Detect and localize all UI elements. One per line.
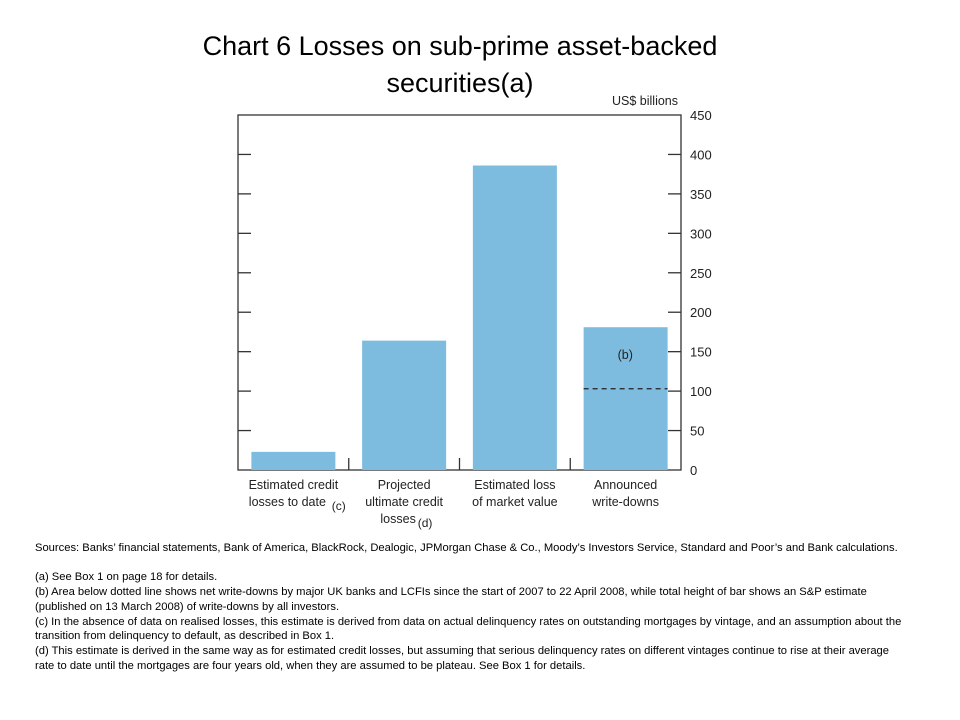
y-tick-label: 150 xyxy=(690,345,712,360)
footnote-b: (b) Area below dotted line shows net wri… xyxy=(35,586,867,613)
x-category-label: Estimated loss xyxy=(474,478,555,492)
x-category-label: losses xyxy=(380,512,415,526)
y-tick-label: 100 xyxy=(690,384,712,399)
bar-chart: 0 50 100 150 200 250 300 350 400 450 US$ billions E… xyxy=(237,94,712,530)
y-tick-label: 400 xyxy=(690,147,712,162)
x-category-note: (d) xyxy=(418,516,433,530)
x-category-note: (c) xyxy=(332,499,346,513)
bar xyxy=(583,327,668,470)
x-category-label: of market value xyxy=(472,495,558,509)
y-tick-label: 450 xyxy=(690,108,712,123)
chart-title-line-1: Chart 6 Losses on sub-prime asset-backed xyxy=(202,31,718,61)
y-tick-label: 50 xyxy=(690,424,704,439)
bar xyxy=(472,165,557,470)
footnote-c: (c) In the absence of data on realised l… xyxy=(35,615,902,643)
chart-notes: Sources: Banks’ financial statements, Ba… xyxy=(35,541,910,673)
footnote-d: (d) This estimate is derived in the same… xyxy=(35,644,890,672)
sources-note: Sources: Banks’ financial statements, Ba… xyxy=(35,542,898,554)
bar xyxy=(362,340,447,470)
x-category-label: write-downs xyxy=(591,495,659,509)
chart-title-line-2: securities(a) xyxy=(386,68,534,98)
bar-annotation: (b) xyxy=(618,348,633,362)
x-category-label: losses to date xyxy=(249,495,326,509)
footnote-a: (a) See Box 1 on page 18 for details. xyxy=(35,571,218,584)
y-tick-label: 200 xyxy=(690,305,712,320)
x-category-label: Projected xyxy=(378,478,431,492)
x-category-label: Estimated credit xyxy=(249,478,339,492)
y-tick-label: 250 xyxy=(690,266,712,281)
x-category-label: ultimate credit xyxy=(365,495,443,509)
chart-title: Chart 6 Losses on sub-prime asset-backed… xyxy=(0,28,920,102)
y-tick-label: 300 xyxy=(690,226,712,241)
x-category-label: Announced xyxy=(594,478,657,492)
y-tick-label: 350 xyxy=(690,187,712,202)
bar xyxy=(251,451,336,470)
y-axis-label: US$ billions xyxy=(612,94,678,108)
y-tick-label: 0 xyxy=(690,463,697,478)
